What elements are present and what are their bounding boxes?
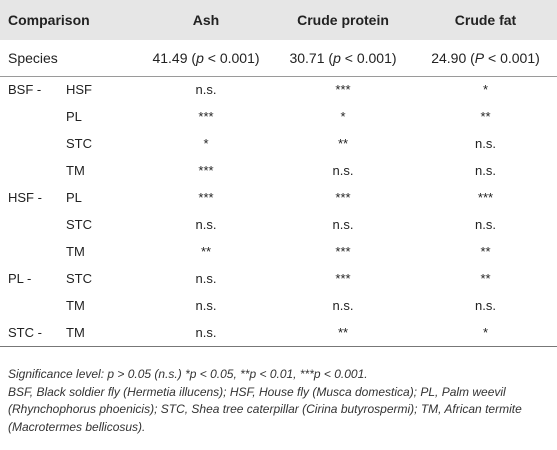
row-crude-protein: **: [337, 136, 349, 151]
header-comparison: Comparison: [8, 12, 90, 28]
row-crude-fat: *: [482, 82, 489, 98]
row-crude-protein: **: [337, 324, 349, 340]
table-row: HSF - PL *** *** ***: [0, 184, 557, 211]
species-crude-fat: 24.90 (P < 0.001): [431, 49, 540, 66]
row-comparison: TM: [66, 324, 85, 340]
row-comparison: PL: [66, 109, 82, 124]
row-group: HSF -: [8, 190, 42, 205]
row-group: [0, 211, 58, 238]
row-group: STC -: [8, 324, 42, 340]
species-row: Species 41.49 (p < 0.001) 30.71 (p < 0.0…: [0, 40, 557, 76]
row-crude-fat: ***: [477, 190, 494, 205]
row-group: [0, 103, 58, 130]
row-crude-protein: n.s.: [332, 298, 354, 313]
row-ash: n.s.: [195, 324, 217, 340]
row-ash: *: [203, 136, 209, 151]
table-footnotes: Significance level: p > 0.05 (n.s.) *p <…: [8, 366, 553, 436]
row-ash: **: [200, 244, 212, 259]
row-crude-fat: **: [480, 109, 491, 124]
row-ash: ***: [198, 109, 214, 124]
row-comparison: TM: [66, 244, 85, 259]
table-row: BSF - HSF n.s. *** *: [0, 76, 557, 103]
row-crude-fat: **: [480, 271, 491, 286]
row-crude-fat: n.s.: [475, 217, 496, 232]
row-comparison: HSF: [66, 82, 92, 98]
table-row: TM ** *** **: [0, 238, 557, 265]
row-crude-fat: n.s.: [475, 163, 496, 178]
significance-note: Significance level: p > 0.05 (n.s.) *p <…: [8, 367, 368, 381]
row-group: BSF -: [8, 82, 42, 98]
row-ash: n.s.: [195, 82, 217, 98]
row-comparison: STC: [66, 136, 92, 151]
header-crude-fat: Crude fat: [454, 12, 517, 28]
row-crude-protein: ***: [335, 190, 351, 205]
row-group: [0, 157, 58, 184]
row-ash: ***: [198, 163, 214, 178]
row-comparison: TM: [66, 298, 85, 313]
row-ash: ***: [198, 190, 214, 205]
row-group: [0, 130, 58, 157]
row-group: [0, 292, 58, 319]
species-label: Species: [8, 49, 58, 66]
row-comparison: STC: [66, 217, 92, 232]
row-ash: n.s.: [195, 271, 217, 286]
row-crude-fat: n.s.: [475, 136, 496, 151]
table-row: TM n.s. n.s. n.s.: [0, 292, 557, 319]
table-row: STC - TM n.s. ** *: [0, 319, 557, 346]
table-row: PL *** * **: [0, 103, 557, 130]
table-header-row: Comparison Ash Crude protein Crude fat: [0, 0, 557, 40]
row-group: PL -: [8, 271, 32, 286]
comparison-table: Comparison Ash Crude protein Crude fat S…: [0, 0, 557, 346]
row-crude-protein: n.s.: [332, 163, 354, 178]
header-crude-protein: Crude protein: [297, 12, 389, 28]
row-crude-protein: *: [340, 109, 346, 124]
table-row: PL - STC n.s. *** **: [0, 265, 557, 292]
row-comparison: STC: [66, 271, 92, 286]
row-crude-fat: *: [482, 324, 489, 340]
header-ash: Ash: [192, 12, 220, 28]
row-crude-protein: n.s.: [332, 217, 354, 232]
row-crude-fat: **: [480, 244, 491, 259]
row-ash: n.s.: [195, 217, 217, 232]
table-row: STC * ** n.s.: [0, 130, 557, 157]
row-crude-protein: ***: [335, 244, 351, 259]
abbreviations-note: BSF, Black soldier fly (Hermetia illucen…: [8, 384, 522, 434]
table-row: TM *** n.s. n.s.: [0, 157, 557, 184]
row-group: [0, 238, 58, 265]
row-crude-protein: ***: [335, 271, 351, 286]
species-ash: 41.49 (p < 0.001): [152, 49, 260, 66]
species-crude-protein: 30.71 (p < 0.001): [289, 49, 397, 66]
row-crude-protein: ***: [335, 82, 351, 98]
row-ash: n.s.: [195, 298, 217, 313]
row-comparison: PL: [66, 190, 82, 205]
row-comparison: TM: [66, 163, 85, 178]
row-crude-fat: n.s.: [475, 298, 496, 313]
table-row: STC n.s. n.s. n.s.: [0, 211, 557, 238]
